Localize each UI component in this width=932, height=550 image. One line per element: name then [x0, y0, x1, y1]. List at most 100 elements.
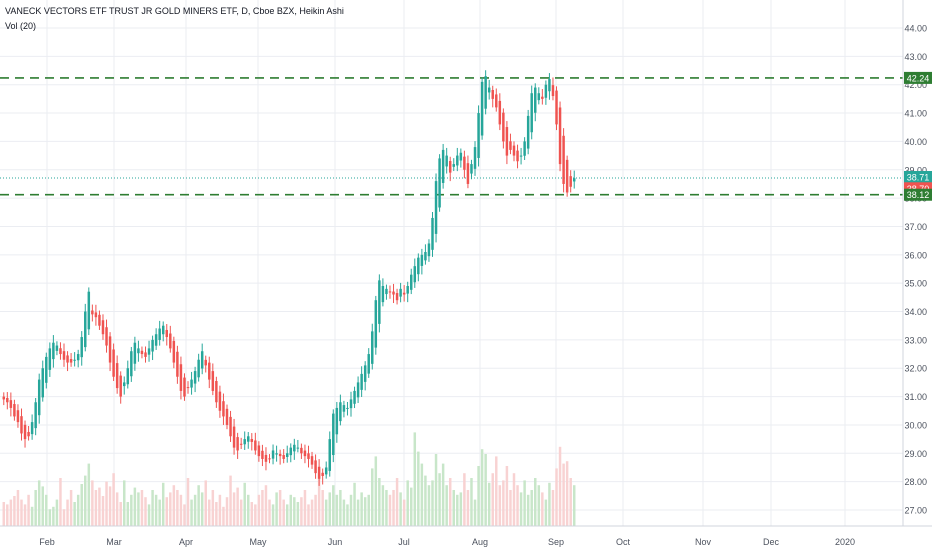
volume-bar: [544, 499, 548, 526]
candle-body: [23, 424, 27, 440]
candle-body: [257, 445, 261, 457]
x-tick-label: Oct: [616, 537, 631, 547]
volume-bar: [147, 504, 151, 526]
candle-body: [218, 391, 222, 411]
y-tick-label: 41.00: [904, 109, 927, 119]
candle-body: [37, 379, 41, 416]
volume-bar: [115, 492, 119, 526]
volume-bar: [94, 490, 98, 526]
candle-body: [317, 466, 321, 479]
y-tick-label: 30.00: [904, 420, 927, 430]
volume-bar: [2, 502, 6, 526]
candle-body: [45, 356, 48, 383]
candle-body: [548, 79, 551, 92]
candle-body: [183, 377, 186, 397]
x-tick-label: Aug: [472, 537, 488, 547]
candle-body: [16, 410, 20, 423]
volume-bar: [289, 494, 293, 526]
candle-body: [13, 404, 16, 417]
volume-bar: [140, 490, 144, 526]
volume-bar: [48, 509, 52, 526]
candle-body: [516, 150, 519, 162]
candle-body: [140, 350, 144, 355]
volume-bar: [505, 466, 509, 526]
volume-bar: [296, 502, 300, 526]
volume-bar: [193, 494, 197, 526]
volume-bar: [399, 492, 402, 526]
y-tick-label: 33.00: [904, 335, 927, 345]
candle-body: [473, 147, 477, 169]
volume-bar: [27, 494, 30, 526]
candle-body: [321, 472, 324, 476]
volume-bar: [59, 478, 62, 526]
candle-body: [193, 371, 197, 384]
volume-bar: [406, 480, 409, 526]
volume-bar: [108, 486, 112, 526]
volume-bar: [342, 499, 346, 526]
volume-bar: [80, 484, 83, 526]
volume-bars: [2, 432, 576, 526]
candle-body: [470, 164, 473, 174]
candle-body: [261, 450, 264, 459]
candle-body: [374, 300, 378, 348]
volume-bar: [176, 490, 179, 526]
volume-bar: [413, 432, 417, 526]
volume-bar: [495, 456, 498, 526]
candle-body: [395, 293, 399, 301]
volume-bar: [200, 492, 204, 526]
candle-body: [310, 456, 314, 465]
candle-body: [34, 402, 37, 429]
candle-body: [271, 450, 275, 459]
candle-body: [413, 266, 417, 283]
volume-bar: [20, 499, 23, 526]
candle-body: [303, 450, 307, 457]
price-label-text: 38.12: [907, 190, 930, 200]
volume-bar: [572, 485, 576, 526]
volume-bar: [91, 480, 94, 526]
candle-body: [324, 467, 328, 475]
candle-body: [495, 94, 498, 108]
volume-bar: [410, 487, 413, 526]
volume-bar: [434, 454, 438, 526]
candle-body: [498, 100, 502, 125]
volume-bar: [133, 487, 137, 526]
candle-body: [76, 354, 80, 361]
candle-body: [66, 355, 69, 363]
volume-bar: [285, 504, 289, 526]
volume-bar: [130, 494, 133, 526]
candle-body: [30, 422, 34, 435]
candle-body: [452, 164, 455, 167]
candle-body: [381, 286, 385, 303]
volume-bar: [303, 490, 307, 526]
volume-bar: [6, 504, 9, 526]
volume-bar: [239, 499, 243, 526]
candle-body: [523, 141, 526, 156]
candle-body: [112, 349, 115, 377]
candle-body: [572, 178, 576, 182]
candle-body: [445, 155, 448, 167]
volume-bar: [569, 478, 572, 526]
volume-bar: [215, 502, 218, 526]
x-tick-label: Sep: [548, 537, 564, 547]
candle-body: [161, 325, 165, 335]
y-tick-label: 40.00: [904, 137, 927, 147]
candle-body: [314, 460, 317, 474]
x-tick-label: Apr: [179, 537, 193, 547]
y-tick-label: 34.00: [904, 307, 927, 317]
candle-body: [293, 444, 296, 452]
volume-bar: [565, 461, 569, 526]
candle-body: [565, 159, 569, 193]
volume-bar: [438, 473, 441, 526]
volume-bar: [473, 499, 477, 526]
volume-bar: [62, 509, 66, 526]
volume-bar: [466, 490, 470, 526]
y-tick-label: 29.00: [904, 449, 927, 459]
candle-body: [463, 156, 466, 170]
volume-bar: [530, 490, 533, 526]
volume-indicator-label: Vol (20): [5, 21, 37, 31]
volume-bar: [431, 480, 434, 526]
candle-body: [222, 401, 225, 417]
volume-bar: [378, 478, 381, 526]
